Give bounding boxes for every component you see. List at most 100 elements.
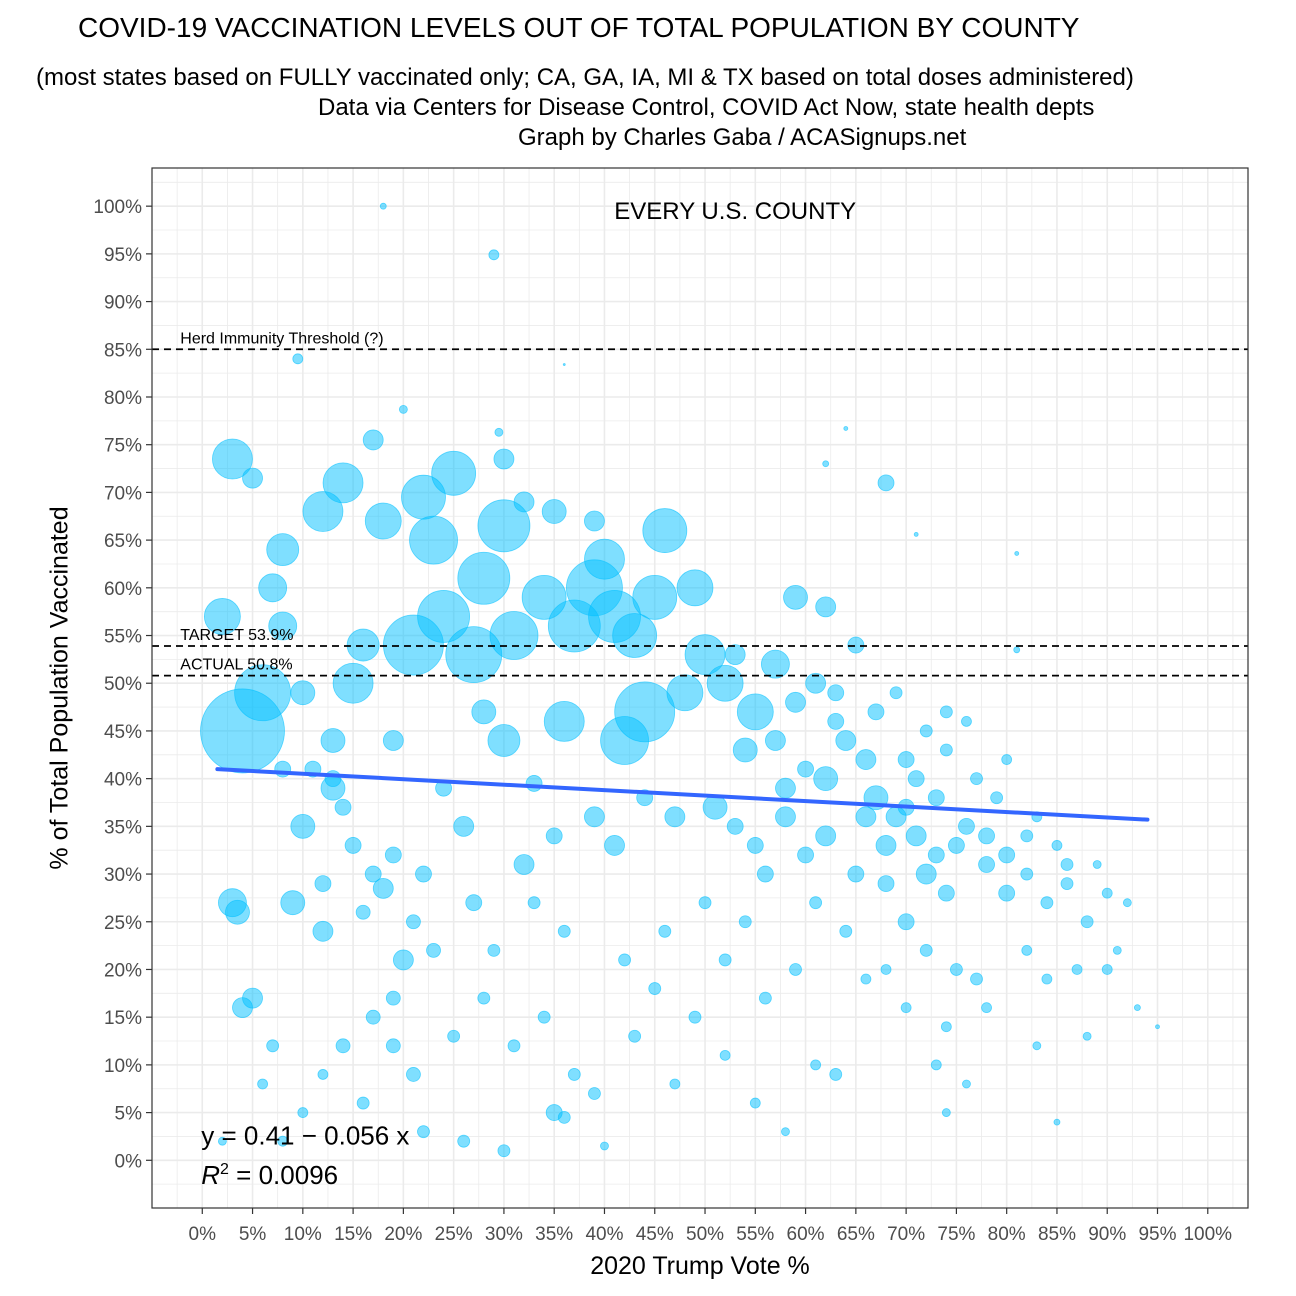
- data-point: [758, 991, 772, 1005]
- data-point: [406, 1067, 421, 1082]
- data-point: [1020, 867, 1034, 881]
- data-point: [907, 770, 925, 788]
- data-point: [781, 1127, 790, 1137]
- chart-title: COVID-19 VACCINATION LEVELS OUT OF TOTAL…: [78, 12, 1080, 43]
- data-point: [981, 1002, 992, 1014]
- data-point: [242, 987, 263, 1009]
- data-point: [280, 890, 306, 916]
- data-point: [324, 770, 342, 788]
- data-point: [847, 865, 865, 883]
- data-point: [477, 991, 491, 1005]
- chart-subtitle-1: (most states based on FULLY vaccinated o…: [36, 64, 1134, 91]
- y-tick-label: 10%: [104, 1056, 142, 1077]
- data-point: [810, 1059, 822, 1071]
- data-point: [775, 777, 796, 799]
- chart-subtitle-2: Data via Centers for Disease Control, CO…: [318, 94, 1095, 121]
- x-tick-label: 30%: [485, 1224, 523, 1245]
- data-point: [382, 730, 404, 751]
- data-point: [998, 846, 1016, 864]
- data-point: [493, 448, 515, 470]
- data-point: [266, 533, 300, 567]
- data-point: [664, 806, 686, 828]
- x-tick-label: 40%: [585, 1224, 623, 1245]
- data-point: [600, 1141, 609, 1151]
- data-point: [940, 1021, 952, 1033]
- data-point: [372, 877, 394, 899]
- data-point: [919, 724, 933, 738]
- data-point: [385, 1038, 401, 1054]
- data-point: [543, 700, 585, 742]
- data-point: [1040, 896, 1054, 910]
- data-point: [937, 884, 955, 902]
- y-tick-label: 90%: [104, 293, 142, 314]
- data-point: [783, 584, 808, 610]
- data-point: [1021, 944, 1033, 956]
- data-point: [494, 427, 504, 437]
- data-point: [457, 1134, 471, 1148]
- data-point: [320, 728, 346, 753]
- y-tick-label: 100%: [93, 197, 142, 218]
- data-point: [702, 794, 728, 820]
- data-point: [736, 693, 774, 731]
- data-point: [258, 573, 288, 603]
- x-tick-label: 55%: [736, 1224, 774, 1245]
- data-point: [746, 837, 764, 854]
- data-point: [385, 990, 401, 1006]
- data-point: [1112, 945, 1122, 955]
- data-point: [658, 924, 672, 938]
- data-point: [217, 1136, 227, 1146]
- data-point: [557, 1110, 571, 1124]
- x-tick-label: 45%: [636, 1224, 674, 1245]
- reference-lines: Herd Immunity Threshold (?) TARGET 53.9% A…: [152, 330, 1248, 677]
- x-tick-label: 100%: [1183, 1224, 1232, 1245]
- data-point: [1155, 1024, 1160, 1030]
- data-point: [1014, 551, 1020, 556]
- x-tick-label: 10%: [284, 1224, 322, 1245]
- data-point: [1020, 829, 1034, 843]
- x-tick-label: 35%: [535, 1224, 573, 1245]
- data-point: [669, 1078, 681, 1090]
- data-point: [970, 972, 983, 986]
- data-point: [600, 716, 649, 765]
- trend-line-group: [215, 767, 1150, 822]
- data-point: [487, 724, 521, 757]
- data-point: [379, 202, 387, 210]
- data-point: [961, 715, 972, 727]
- data-point: [897, 913, 915, 931]
- data-point: [334, 798, 352, 816]
- data-point: [915, 863, 937, 885]
- data-point: [1101, 887, 1113, 899]
- data-point: [839, 924, 853, 938]
- data-point: [431, 450, 477, 496]
- data-point: [1060, 877, 1074, 890]
- data-point: [588, 1087, 601, 1100]
- data-point: [225, 899, 250, 925]
- x-tick-label: 80%: [988, 1224, 1026, 1245]
- data-point: [290, 813, 316, 839]
- x-tick-label: 15%: [334, 1224, 372, 1245]
- x-tick-label: 50%: [686, 1224, 724, 1245]
- data-point: [761, 649, 790, 679]
- data-point: [809, 896, 823, 910]
- data-point: [765, 730, 786, 751]
- y-tick-label: 75%: [104, 436, 142, 457]
- data-point: [525, 775, 543, 792]
- data-point: [332, 662, 374, 704]
- data-point: [277, 1135, 289, 1147]
- data-point: [897, 751, 915, 768]
- data-point: [1041, 973, 1053, 985]
- data-point: [880, 964, 892, 975]
- axis-ticks: 0% 5% 10% 15% 20% 25% 30% 35% 40% 45% 50% 55% 60% 65%…: [93, 197, 1232, 1245]
- chart-subtitle-3: Graph by Charles Gaba / ACASignups.net: [518, 124, 967, 151]
- data-point: [628, 1029, 642, 1043]
- data-point: [557, 924, 571, 938]
- data-point: [398, 404, 408, 414]
- data-point: [913, 531, 919, 537]
- data-point: [948, 837, 965, 854]
- data-point: [939, 705, 953, 719]
- data-point: [453, 815, 475, 837]
- data-point: [962, 1079, 971, 1089]
- data-point: [541, 499, 567, 524]
- x-tick-label: 0%: [189, 1224, 217, 1245]
- data-point: [302, 491, 344, 532]
